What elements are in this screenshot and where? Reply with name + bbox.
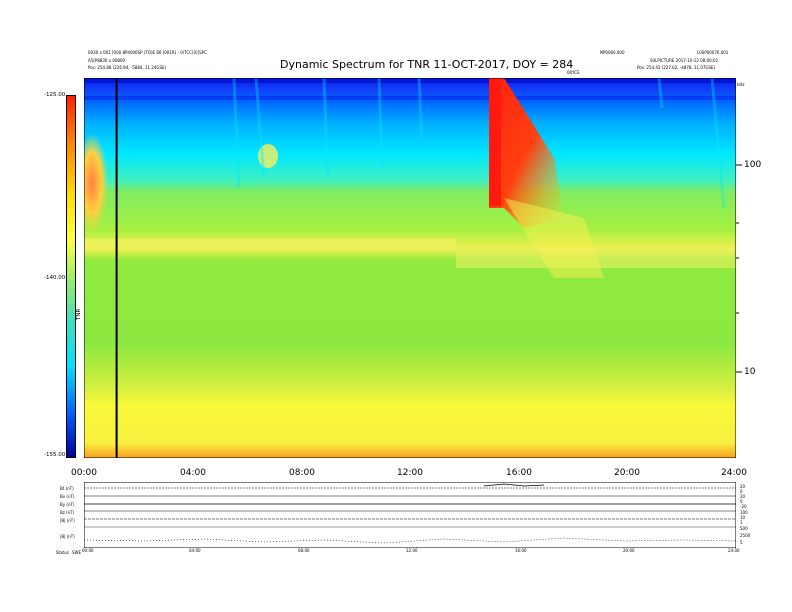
bottom-x-tick: 20:00 <box>623 548 635 553</box>
burst-tail <box>504 198 604 278</box>
bottom-left-label: |B| (nT) <box>60 518 75 523</box>
spectrogram <box>84 78 736 458</box>
colorbar-bottom-label: -155.00 <box>44 452 66 458</box>
bottom-right-label: 500 <box>740 526 748 531</box>
bottom-right-label: 100 <box>740 510 748 515</box>
right-axis-tick-10: 10 <box>744 367 756 377</box>
bottom-right-label: 0 <box>740 489 743 494</box>
right-axis <box>736 164 742 373</box>
colorbar <box>66 95 76 458</box>
bottom-left-label: Bx (nT) <box>60 494 75 499</box>
bottom-panel <box>84 482 736 548</box>
footer-value: SWE <box>72 550 82 555</box>
bottom-right-label: 1 <box>740 520 743 525</box>
bottom-left-label: Bt (nT) <box>60 486 74 491</box>
header-left-line3: Pos: 254.88 (226.94, -5884, 11.24GSE) <box>88 65 167 70</box>
bottom-left-label: |B| (nT) <box>60 534 75 539</box>
ridge-left <box>84 238 456 250</box>
header-right-line2: S0LPICTURE 2017-10-12 08:00:01 <box>650 58 719 63</box>
left-emission <box>84 133 108 233</box>
bottom-right-label: 5 <box>740 540 743 545</box>
header-right-top-left: NP0060.000 <box>600 50 625 55</box>
x-tick: 12:00 <box>397 468 423 478</box>
bottom-right-label: -20 <box>740 504 747 509</box>
bottom-x-tick: 24:00 <box>728 548 740 553</box>
vertical-streaks <box>232 78 726 209</box>
bottom-right-label: 0 <box>740 499 743 504</box>
bottom-x-tick: 16:00 <box>515 548 527 553</box>
bottom-left-label: Bz (nT) <box>60 510 75 515</box>
header-left-line1: 0030 x 001 [000 8P4000SP (TO)E 80 (001R)… <box>88 50 207 55</box>
x-tick: 24:00 <box>721 468 747 478</box>
header-right-line3: Pos: 254.43 (227.62, -4878, 11.07GSE) <box>637 65 716 70</box>
blob-0600 <box>258 144 278 168</box>
footer-label: Status <box>56 550 69 555</box>
x-tick: 00:00 <box>71 468 97 478</box>
bottom-right-label: 20 <box>740 484 746 489</box>
top-band-2 <box>84 96 736 100</box>
top-band-1 <box>84 78 736 83</box>
bottom-right-label: 10 <box>740 515 746 520</box>
bottom-left-label: By (nT) <box>60 502 75 507</box>
header-center-label: 0RYCE <box>567 70 580 75</box>
colorbar-side-label: TNR <box>76 308 82 320</box>
x-tick: 20:00 <box>614 468 640 478</box>
colorbar-top-label: -125.00 <box>44 92 66 98</box>
x-tick: 04:00 <box>180 468 206 478</box>
colorbar-mid-label: -140.00 <box>44 275 66 281</box>
bottom-x-tick: 04:00 <box>189 548 201 553</box>
x-tick: 16:00 <box>506 468 532 478</box>
bottom-x-tick: 12:00 <box>406 548 418 553</box>
burst-core <box>489 78 501 206</box>
right-axis-unit: kHz <box>737 82 745 87</box>
bottom-right-label: 2500 <box>740 533 751 538</box>
right-axis-tick-100: 100 <box>744 160 762 170</box>
bottom-right-label: 20 <box>740 494 746 499</box>
bottom-x-tick: 08:00 <box>298 548 310 553</box>
chart-title: Dynamic Spectrum for TNR 11-OCT-2017, DO… <box>280 58 574 71</box>
bottom-x-tick: 00:00 <box>82 548 94 553</box>
burst-region <box>489 78 564 228</box>
header-left-line2: A5(P8830 x 00800 <box>88 58 126 63</box>
header-right-top-right: L0SP00076.001 <box>697 50 729 55</box>
x-tick: 08:00 <box>289 468 315 478</box>
